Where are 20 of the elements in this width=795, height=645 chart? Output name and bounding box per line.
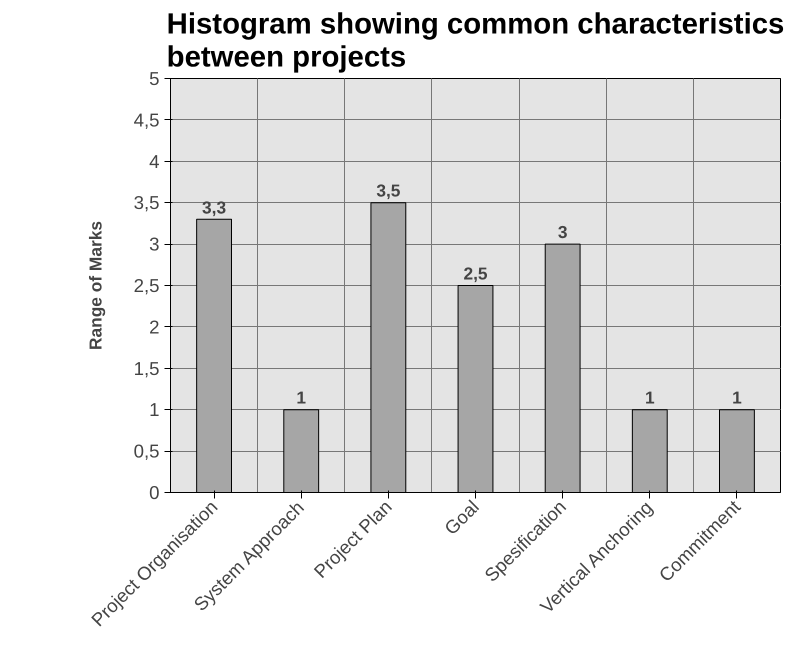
data-label: 1 xyxy=(644,388,655,408)
data-label: 3,3 xyxy=(202,197,226,218)
y-tick-label: 0 xyxy=(149,482,160,503)
y-tick-label: 3 xyxy=(149,234,160,255)
y-tick-label: 4,5 xyxy=(134,109,160,130)
data-label: 1 xyxy=(296,388,306,408)
data-label: 2,5 xyxy=(463,264,488,284)
y-axis-title: Range of Marks xyxy=(86,220,106,350)
y-tick-label: 4 xyxy=(149,150,160,172)
data-label: 3,5 xyxy=(376,180,401,201)
y-tick-label: 1 xyxy=(149,399,160,420)
y-tick-label: 0,5 xyxy=(134,440,160,462)
data-label: 1 xyxy=(732,388,742,408)
data-label: 3 xyxy=(558,222,568,242)
y-tick-label: 2 xyxy=(149,316,160,338)
chart-title: Histogram showing common characteristics between projects xyxy=(166,8,784,74)
y-tick-label: 1,5 xyxy=(134,358,160,379)
y-tick-label: 3,5 xyxy=(134,192,160,214)
y-tick-label: 5 xyxy=(149,68,160,89)
y-tick-label: 2,5 xyxy=(134,275,160,296)
